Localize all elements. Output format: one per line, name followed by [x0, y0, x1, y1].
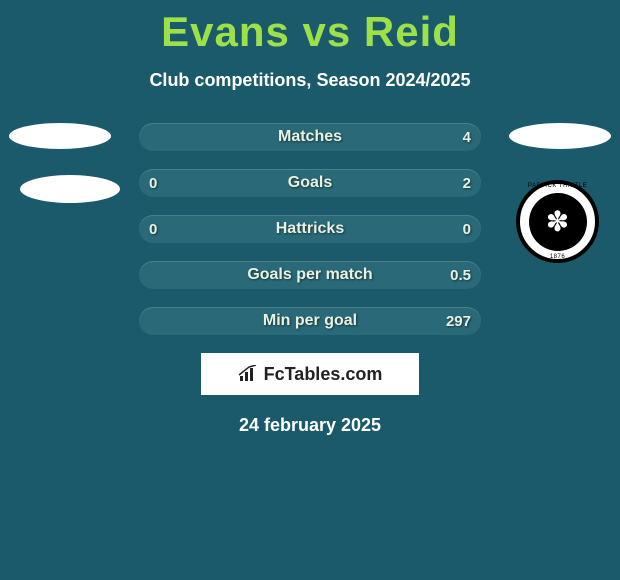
stat-row: Goals per match 0.5 [139, 261, 481, 289]
club-right-year: 1876 [520, 254, 595, 260]
stat-left-value: 0 [149, 175, 157, 192]
footer-date: 24 february 2025 [0, 415, 620, 436]
stat-row: Min per goal 297 [139, 307, 481, 335]
page-title: Evans vs Reid [0, 0, 620, 56]
page-subtitle: Club competitions, Season 2024/2025 [0, 70, 620, 91]
stat-row: Matches 4 [139, 123, 481, 151]
brand-box: FcTables.com [201, 353, 419, 395]
stat-right-value: 297 [446, 313, 471, 330]
club-right-badge-inner: ✽ [529, 193, 587, 251]
stat-right-value: 0 [463, 221, 471, 238]
player-left-oval [9, 123, 111, 149]
stat-left-value: 0 [149, 221, 157, 238]
chart-icon [238, 365, 260, 383]
stat-right-value: 2 [463, 175, 471, 192]
stat-label: Matches [278, 128, 342, 146]
stat-label: Hattricks [276, 220, 344, 238]
stat-label: Min per goal [263, 312, 357, 330]
stat-row: 0 Goals 2 [139, 169, 481, 197]
club-right-badge: PARTICK THISTLE ✽ 1876 [516, 180, 599, 263]
thistle-icon: ✽ [546, 208, 569, 236]
stat-label: Goals [288, 174, 332, 192]
stat-right-value: 4 [463, 129, 471, 146]
brand-text: FcTables.com [264, 364, 383, 385]
club-right-name: PARTICK THISTLE [520, 183, 595, 189]
stat-row: 0 Hattricks 0 [139, 215, 481, 243]
stat-right-value: 0.5 [450, 267, 471, 284]
club-left-oval [20, 175, 120, 203]
stat-label: Goals per match [247, 266, 372, 284]
player-right-oval [509, 123, 611, 149]
